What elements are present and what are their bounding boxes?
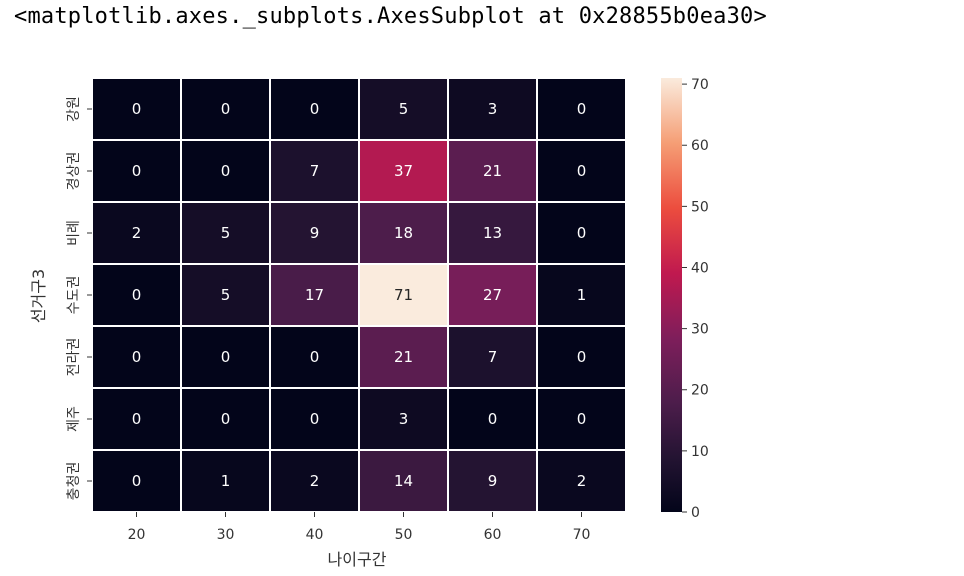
- colorbar-tick-label: 40: [691, 260, 709, 276]
- cell-value-label: 2: [132, 224, 142, 242]
- heatmap-cell: [269, 263, 360, 327]
- y-axis-title: 선거구3: [29, 269, 48, 323]
- colorbar-tick-label: 50: [691, 199, 709, 215]
- y-tick-label: 수도권: [66, 276, 82, 315]
- y-tick-label: 비례: [66, 220, 82, 246]
- cell-value-label: 0: [310, 100, 320, 118]
- heatmap-cell: [269, 201, 360, 265]
- colorbar-tick-label: 10: [691, 444, 709, 460]
- cell-value-label: 0: [132, 348, 142, 366]
- cell-value-label: 0: [221, 162, 231, 180]
- output-text: <matplotlib.axes._subplots.AxesSubplot a…: [14, 4, 767, 29]
- heatmap-cell: [269, 139, 360, 203]
- cell-value-label: 7: [488, 348, 498, 366]
- y-tick-label: 경상권: [66, 152, 82, 191]
- x-axis: 20 30 40 50 60 70: [128, 512, 591, 543]
- heatmap-cell: [447, 325, 538, 389]
- heatmap-cell: [180, 77, 271, 141]
- heatmap-cell: [536, 449, 627, 513]
- cell-value-label: 0: [310, 348, 320, 366]
- colorbar-tick-label: 30: [691, 322, 709, 338]
- heatmap-cell: [180, 325, 271, 389]
- cell-value-label: 7: [310, 162, 320, 180]
- x-tick-label: 40: [306, 527, 324, 543]
- cell-value-label: 5: [221, 224, 231, 242]
- cell-value-label: 1: [577, 286, 587, 304]
- colorbar-gradient: [661, 78, 682, 512]
- x-tick-label: 70: [573, 527, 591, 543]
- heatmap-cell: [536, 325, 627, 389]
- cell-value-label: 0: [577, 348, 587, 366]
- y-tick-label: 제주: [66, 406, 82, 432]
- heatmap-cell: [91, 387, 182, 451]
- cell-value-label: 0: [577, 224, 587, 242]
- heatmap-cell: [91, 77, 182, 141]
- cell-value-label: 0: [132, 472, 142, 490]
- heatmap-cell: [447, 449, 538, 513]
- heatmap-cell: [180, 201, 271, 265]
- heatmap-cell: [447, 201, 538, 265]
- y-tick-label: 강원: [66, 96, 82, 122]
- heatmap-cell: [536, 263, 627, 327]
- cell-value-label: 0: [221, 348, 231, 366]
- heatmap-cell: [536, 201, 627, 265]
- cell-value-label: 0: [221, 100, 231, 118]
- x-tick-label: 50: [395, 527, 413, 543]
- cell-value-label: 0: [577, 162, 587, 180]
- heatmap-cell: [180, 449, 271, 513]
- heatmap-cell: [269, 449, 360, 513]
- cell-value-label: 0: [310, 410, 320, 428]
- heatmap-cell: [180, 139, 271, 203]
- cell-value-label: 0: [132, 100, 142, 118]
- cell-value-label: 0: [577, 100, 587, 118]
- cell-value-label: 17: [305, 286, 324, 304]
- heatmap-cell: [358, 201, 449, 265]
- x-axis-title: 나이구간: [328, 550, 387, 569]
- cell-value-label: 5: [221, 286, 231, 304]
- colorbar: 0 10 20 30 40 50 60 70: [661, 77, 709, 521]
- cell-value-label: 1: [221, 472, 231, 490]
- cell-value-label: 71: [394, 286, 413, 304]
- cell-value-label: 18: [394, 224, 413, 242]
- x-tick-label: 20: [128, 527, 146, 543]
- x-tick-label: 30: [217, 527, 235, 543]
- colorbar-tick-label: 0: [691, 505, 700, 521]
- cell-value-label: 0: [132, 286, 142, 304]
- cell-value-label: 14: [394, 472, 413, 490]
- colorbar-tick-label: 60: [691, 138, 709, 154]
- heatmap-cell: [91, 325, 182, 389]
- cell-value-label: 0: [132, 410, 142, 428]
- colorbar-tick-label: 70: [691, 77, 709, 93]
- cell-value-label: 3: [399, 410, 409, 428]
- y-tick-label: 충청권: [66, 462, 82, 501]
- cell-value-label: 13: [483, 224, 502, 242]
- heatmap-cell: [447, 263, 538, 327]
- cell-value-label: 0: [577, 410, 587, 428]
- heatmap-cell: [536, 387, 627, 451]
- cell-value-label: 27: [483, 286, 502, 304]
- colorbar-tick-label: 20: [691, 383, 709, 399]
- cell-value-label: 9: [310, 224, 320, 242]
- cell-value-label: 9: [488, 472, 498, 490]
- cell-value-label: 21: [483, 162, 502, 180]
- cell-value-label: 21: [394, 348, 413, 366]
- y-tick-label: 전라권: [66, 338, 82, 377]
- cell-value-label: 2: [310, 472, 320, 490]
- cell-value-label: 3: [488, 100, 498, 118]
- cell-value-label: 37: [394, 162, 413, 180]
- x-tick-label: 60: [484, 527, 502, 543]
- cell-value-label: 0: [132, 162, 142, 180]
- heatmap-cell: [269, 77, 360, 141]
- cell-value-label: 2: [577, 472, 587, 490]
- heatmap-cell: [358, 139, 449, 203]
- heatmap-cell: [536, 139, 627, 203]
- heatmap-cells: 0 0 0 5 3 00 0 7 37 21 02 5 9 18 13 00 5 17 71 27 10 0 0 21 7 00 0…: [91, 77, 627, 513]
- cell-value-label: 0: [488, 410, 498, 428]
- cell-value-label: 5: [399, 100, 409, 118]
- cell-value-label: 0: [221, 410, 231, 428]
